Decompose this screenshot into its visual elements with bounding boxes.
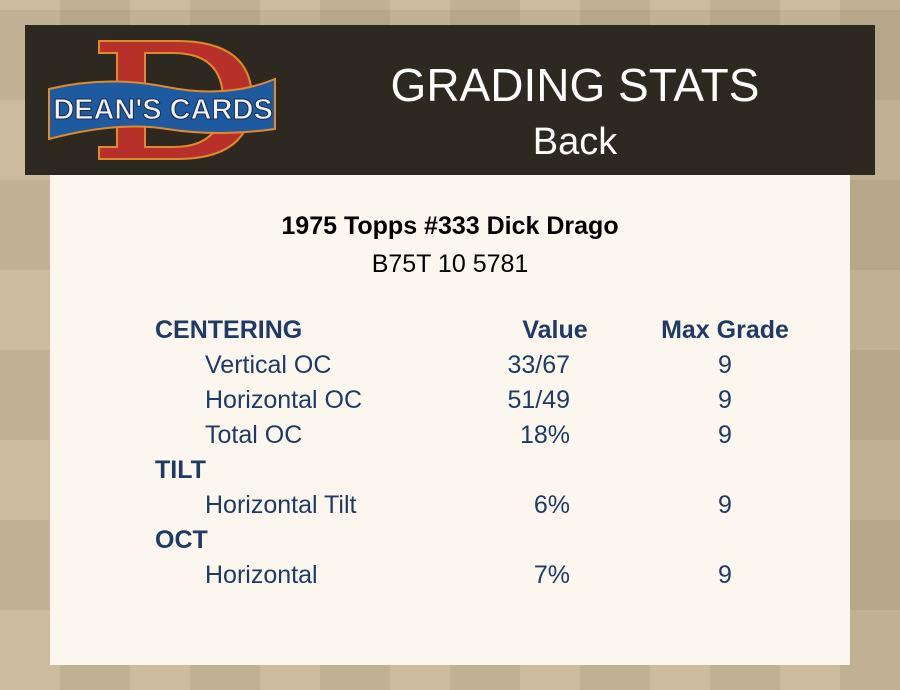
table-row: Total OC 18% 9	[50, 420, 850, 455]
row-value: 51/49	[507, 386, 570, 414]
row-max-grade: 9	[718, 491, 732, 519]
row-label: Horizontal Tilt	[205, 491, 357, 519]
row-label: Horizontal OC	[205, 386, 362, 414]
table-row: Horizontal 7% 9	[50, 560, 850, 595]
section-oct: OCT	[50, 525, 850, 560]
row-max-grade: 9	[718, 421, 732, 449]
row-max-grade: 9	[718, 351, 732, 379]
section-centering: CENTERING Value Max Grade	[50, 315, 850, 350]
column-header-max-grade: Max Grade	[661, 316, 789, 344]
card-name: 1975 Topps #333 Dick Drago	[281, 212, 619, 240]
column-header-value: Value	[522, 316, 588, 344]
row-value: 6%	[533, 491, 570, 519]
row-max-grade: 9	[718, 561, 732, 589]
section-tilt: TILT	[50, 455, 850, 490]
page-subtitle: Back	[532, 121, 618, 163]
table-row: Horizontal OC 51/49 9	[50, 385, 850, 420]
row-max-grade: 9	[718, 386, 732, 414]
section-title: TILT	[155, 456, 206, 484]
cert-number: B75T 10 5781	[371, 250, 529, 278]
logo-text: DEAN'S CARDS	[53, 94, 273, 126]
table-row: Horizontal Tilt 6% 9	[50, 490, 850, 525]
header-banner: DEAN'S CARDS GRADING STATS Back	[25, 25, 875, 175]
row-value: 7%	[533, 561, 570, 589]
row-label: Horizontal	[205, 561, 318, 589]
grading-panel: 1975 Topps #333 Dick Drago B75T 10 5781 …	[50, 175, 850, 665]
row-value: 33/67	[507, 351, 570, 379]
row-label: Total OC	[205, 421, 303, 449]
row-label: Vertical OC	[205, 351, 332, 379]
row-value: 18%	[519, 421, 570, 449]
table-row: Vertical OC 33/67 9	[50, 350, 850, 385]
logo-ribbon	[48, 77, 276, 141]
section-title: OCT	[155, 526, 208, 554]
section-title: CENTERING	[155, 316, 303, 344]
deans-cards-logo: DEAN'S CARDS	[48, 40, 276, 160]
page-title: GRADING STATS	[390, 59, 760, 111]
